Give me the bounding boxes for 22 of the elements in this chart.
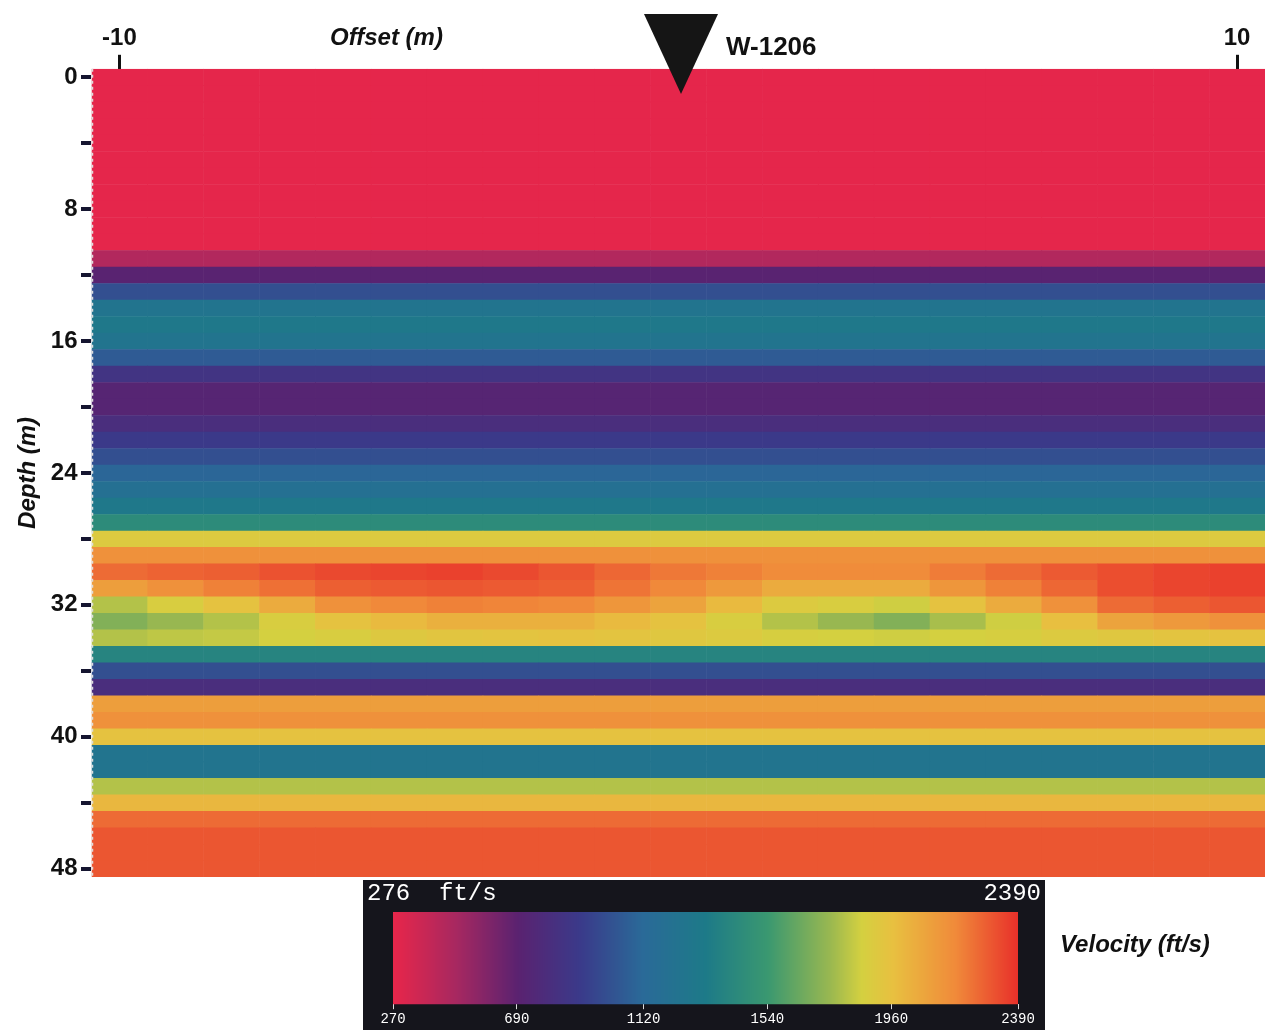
y-tick-label: 16 bbox=[50, 325, 78, 353]
x-axis-title: Offset (m) bbox=[330, 22, 443, 50]
color-bar-label: 1960 bbox=[874, 1011, 909, 1028]
color-bar-label: 690 bbox=[504, 1011, 530, 1028]
x-tick-label: 10 bbox=[1223, 23, 1251, 51]
text: W-1206 bbox=[726, 31, 817, 62]
text: ft/s bbox=[439, 880, 497, 908]
y-tick-label: 32 bbox=[50, 589, 78, 617]
text: 276 bbox=[367, 880, 411, 908]
color-bar-title: Velocity (ft/s) bbox=[1060, 929, 1210, 957]
y-tick-label: 48 bbox=[50, 853, 78, 881]
y-axis-title: Depth (m) bbox=[13, 416, 41, 529]
color-bar-label: 270 bbox=[380, 1011, 406, 1028]
y-tick-label: 40 bbox=[50, 721, 78, 749]
color-bar-label: 2390 bbox=[1001, 1011, 1035, 1028]
text: 2390 bbox=[983, 880, 1041, 908]
x-tick-label: -10 bbox=[102, 23, 137, 51]
color-bar-label: 1120 bbox=[626, 1011, 661, 1028]
y-tick-label: 24 bbox=[50, 457, 79, 485]
color-bar-label: 1540 bbox=[750, 1011, 785, 1028]
y-tick-label: 0 bbox=[64, 61, 78, 89]
y-tick-label: 8 bbox=[64, 193, 78, 221]
